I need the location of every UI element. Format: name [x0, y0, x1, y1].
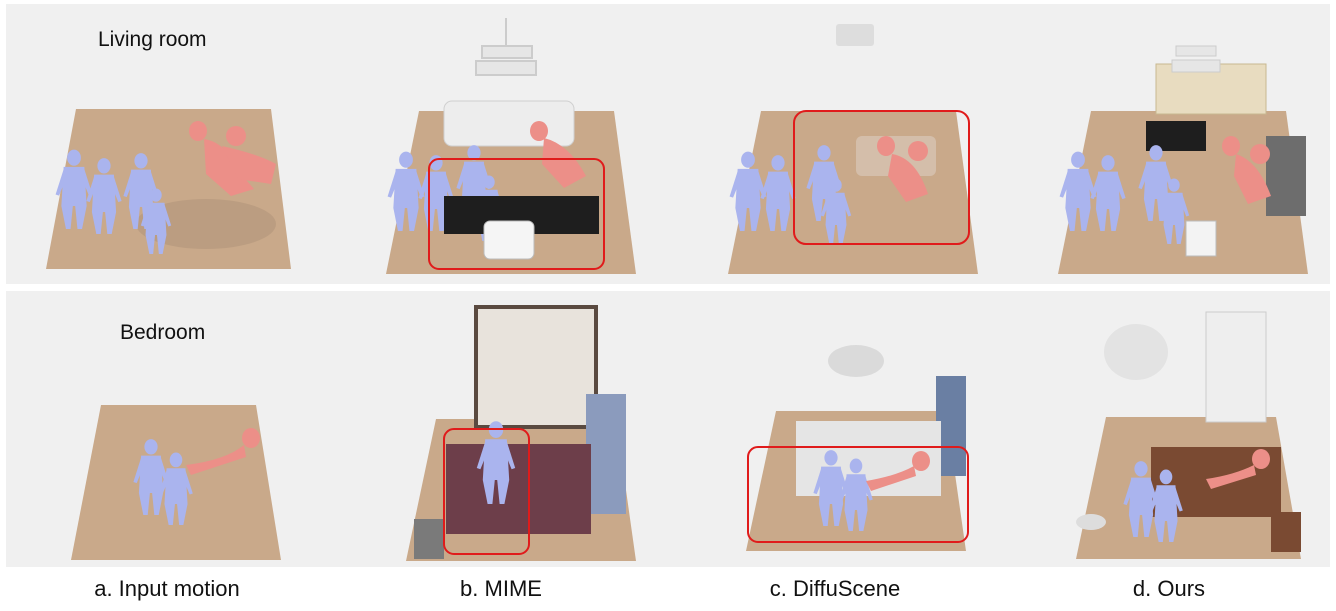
nightstand — [1271, 512, 1301, 552]
wardrobe — [1205, 311, 1267, 423]
sofa — [443, 100, 575, 147]
bedroom-ours-render — [1066, 307, 1336, 563]
row-label-bedroom: Bedroom — [120, 321, 206, 344]
wardrobe — [474, 305, 598, 429]
highlight-box — [443, 428, 530, 555]
white-chair — [1185, 220, 1217, 257]
ceiling-lamp — [836, 24, 874, 46]
row-living-room: Living room — [6, 4, 1330, 284]
vanity-mirror — [1104, 324, 1168, 380]
bed — [446, 444, 591, 534]
caption-diffuscene: c. DiffuScene — [769, 576, 901, 601]
living-room-input-motion-render — [26, 24, 326, 274]
side-table — [1076, 514, 1106, 530]
chandelier — [475, 18, 537, 76]
row-label-living-room: Living room — [98, 28, 207, 51]
chandelier — [828, 345, 884, 377]
headboard — [586, 394, 626, 514]
highlight-box — [747, 446, 969, 543]
living-room-ours-render — [1036, 16, 1336, 278]
caption-input-motion: a. Input motion — [94, 576, 240, 601]
caption-ours: d. Ours — [1132, 576, 1206, 601]
chandelier — [1171, 45, 1221, 73]
highlight-box — [793, 110, 970, 245]
living-room-diffuscene-render — [706, 16, 1006, 278]
highlight-box — [428, 158, 605, 270]
nightstand — [414, 519, 444, 559]
armchair — [483, 220, 535, 260]
living-room-mime-render — [364, 16, 664, 278]
bedroom-diffuscene-render — [736, 321, 1036, 561]
red-human-figures — [189, 121, 276, 196]
grey-sofa — [1266, 136, 1306, 216]
row-bedroom: Bedroom — [6, 291, 1330, 567]
bedroom-mime-render — [396, 299, 696, 567]
caption-mime: b. MIME — [460, 576, 542, 601]
bedroom-input-motion-render — [56, 375, 356, 565]
